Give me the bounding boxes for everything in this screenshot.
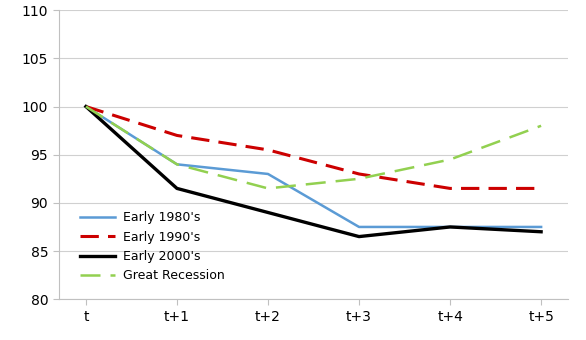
- Great Recession: [447, 157, 454, 162]
- Early 1980's: [264, 172, 271, 176]
- Early 1980's: [537, 225, 544, 229]
- Great Recession: [173, 162, 180, 166]
- Early 1990's: [356, 172, 363, 176]
- Line: Early 1980's: Early 1980's: [86, 106, 541, 227]
- Line: Early 1990's: Early 1990's: [86, 106, 541, 188]
- Early 2000's: [356, 235, 363, 239]
- Great Recession: [537, 124, 544, 128]
- Early 1980's: [447, 225, 454, 229]
- Early 1990's: [537, 186, 544, 190]
- Great Recession: [83, 104, 90, 108]
- Early 1990's: [83, 104, 90, 108]
- Great Recession: [356, 177, 363, 181]
- Line: Great Recession: Great Recession: [86, 106, 541, 188]
- Line: Early 2000's: Early 2000's: [86, 106, 541, 237]
- Early 2000's: [537, 230, 544, 234]
- Early 2000's: [83, 104, 90, 108]
- Early 1990's: [173, 133, 180, 137]
- Early 1980's: [173, 162, 180, 166]
- Early 1990's: [264, 148, 271, 152]
- Early 2000's: [173, 186, 180, 190]
- Early 1990's: [447, 186, 454, 190]
- Great Recession: [264, 186, 271, 190]
- Early 2000's: [264, 210, 271, 215]
- Legend: Early 1980's, Early 1990's, Early 2000's, Great Recession: Early 1980's, Early 1990's, Early 2000's…: [75, 206, 229, 287]
- Early 2000's: [447, 225, 454, 229]
- Early 1980's: [356, 225, 363, 229]
- Early 1980's: [83, 104, 90, 108]
